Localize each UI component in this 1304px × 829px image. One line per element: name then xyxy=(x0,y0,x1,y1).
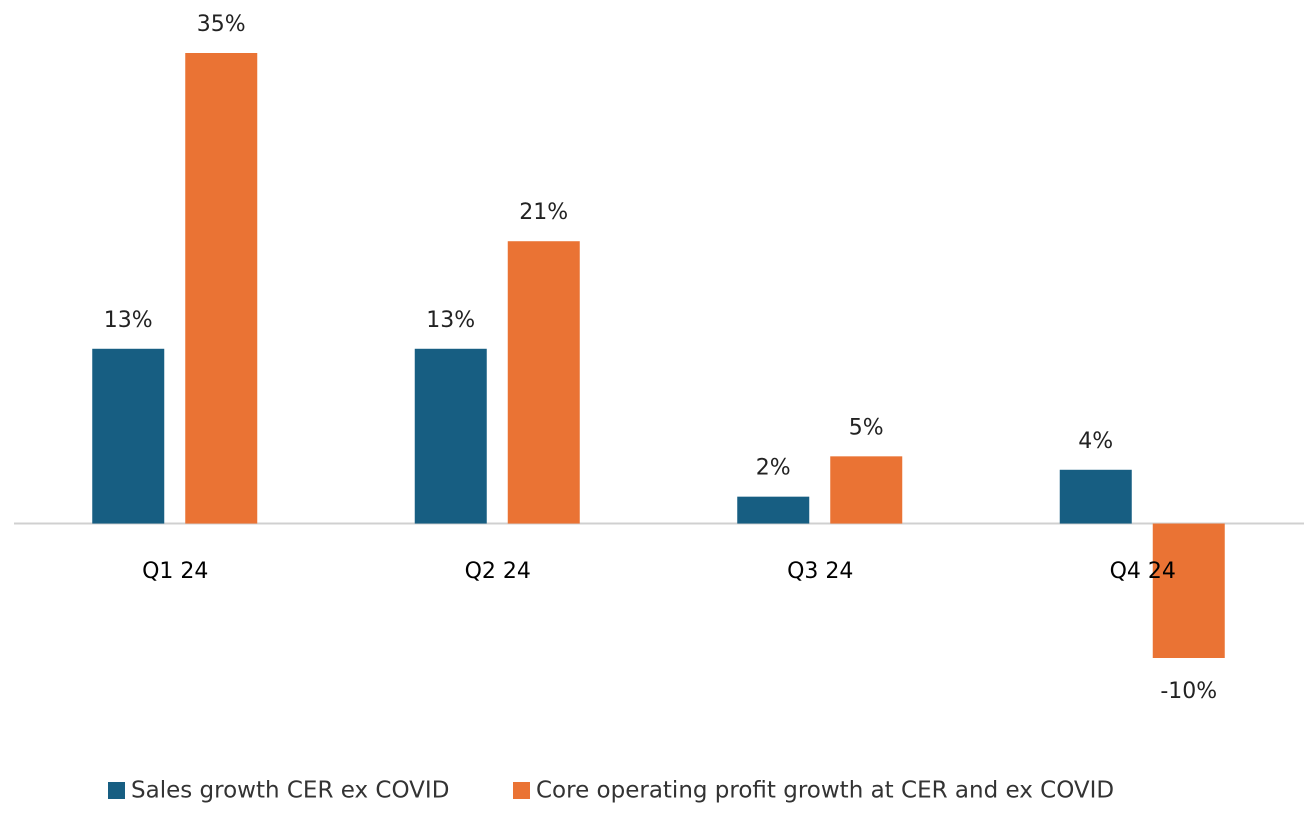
x-tick-label: Q1 24 xyxy=(142,559,208,584)
data-label: 4% xyxy=(1078,429,1113,454)
bar xyxy=(1152,523,1225,658)
bar xyxy=(1059,469,1132,524)
data-label: 2% xyxy=(756,456,791,481)
bar xyxy=(92,348,165,524)
data-label: 13% xyxy=(104,308,153,333)
x-tick-label: Q2 24 xyxy=(465,559,531,584)
x-tick-label: Q3 24 xyxy=(787,559,853,584)
bar xyxy=(507,241,580,524)
legend-label: Core operating profit growth at CER and … xyxy=(536,778,1114,804)
legend-label: Sales growth CER ex COVID xyxy=(131,778,449,804)
data-label: 35% xyxy=(197,12,246,37)
legend-swatch xyxy=(513,782,530,799)
data-label: -10% xyxy=(1160,679,1217,704)
bar xyxy=(185,53,258,524)
x-tick-label: Q4 24 xyxy=(1110,559,1176,584)
bar xyxy=(830,456,903,524)
legend-swatch xyxy=(108,782,125,799)
data-label: 5% xyxy=(849,415,884,440)
data-label: 13% xyxy=(426,308,475,333)
bar xyxy=(414,348,487,524)
bar xyxy=(737,496,810,524)
data-label: 21% xyxy=(519,200,568,225)
